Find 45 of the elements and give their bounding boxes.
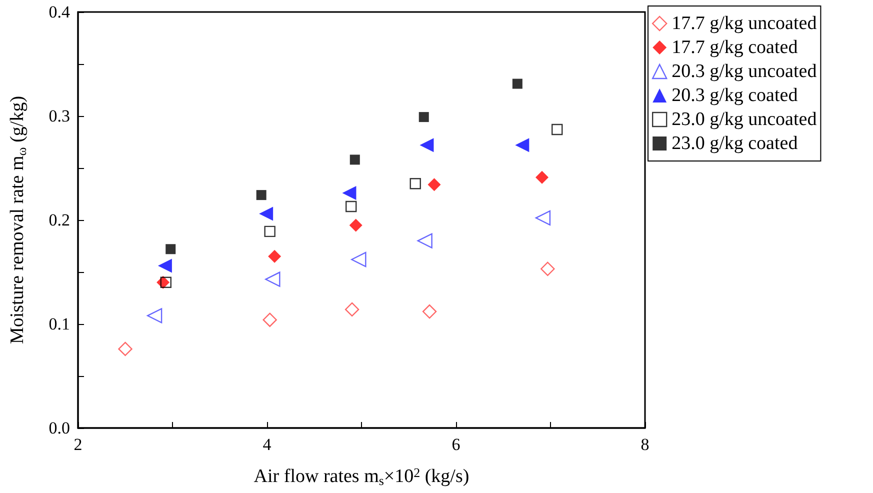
legend-label: 23.0 g/kg coated <box>672 133 798 154</box>
point <box>428 178 441 192</box>
point <box>552 124 563 136</box>
point <box>420 138 434 152</box>
point <box>540 262 555 276</box>
point <box>346 200 357 212</box>
point <box>118 342 132 356</box>
y-tick-label: 0.2 <box>48 210 70 230</box>
point <box>350 154 360 165</box>
point <box>160 276 172 288</box>
y-tick-label: 0.4 <box>48 2 70 22</box>
y-axis-title: Moisture removal rate mω (g/kg) <box>7 96 29 344</box>
legend-label: 20.3 g/kg uncoated <box>672 61 818 82</box>
legend-label: 17.7 g/kg uncoated <box>672 13 818 34</box>
y-tick-label: 0.0 <box>48 418 70 438</box>
point <box>265 272 280 287</box>
point <box>417 233 432 248</box>
point <box>512 78 522 89</box>
point <box>166 244 176 254</box>
point <box>344 302 360 317</box>
x-tick-label: 4 <box>262 435 272 454</box>
point <box>342 186 356 200</box>
point <box>259 206 274 221</box>
point <box>262 312 277 327</box>
y-tick-label: 0.3 <box>48 106 70 126</box>
point <box>351 252 366 268</box>
point <box>422 304 437 319</box>
legend-label: 17.7 g/kg coated <box>672 37 798 58</box>
point <box>535 210 551 226</box>
x-tick-label: 8 <box>640 435 650 454</box>
point <box>146 308 162 324</box>
point <box>410 178 421 190</box>
point <box>418 112 429 122</box>
y-tick-label: 0.1 <box>48 314 70 334</box>
x-tick-label: 2 <box>74 435 82 454</box>
point <box>535 170 548 184</box>
point <box>268 250 282 263</box>
point <box>349 218 362 232</box>
point <box>264 226 276 238</box>
point <box>256 190 266 200</box>
x-tick-label: 6 <box>452 435 460 454</box>
legend-label: 23.0 g/kg uncoated <box>672 109 818 130</box>
point <box>515 138 530 152</box>
point <box>158 258 172 273</box>
legend-label: 20.3 g/kg coated <box>672 85 798 106</box>
